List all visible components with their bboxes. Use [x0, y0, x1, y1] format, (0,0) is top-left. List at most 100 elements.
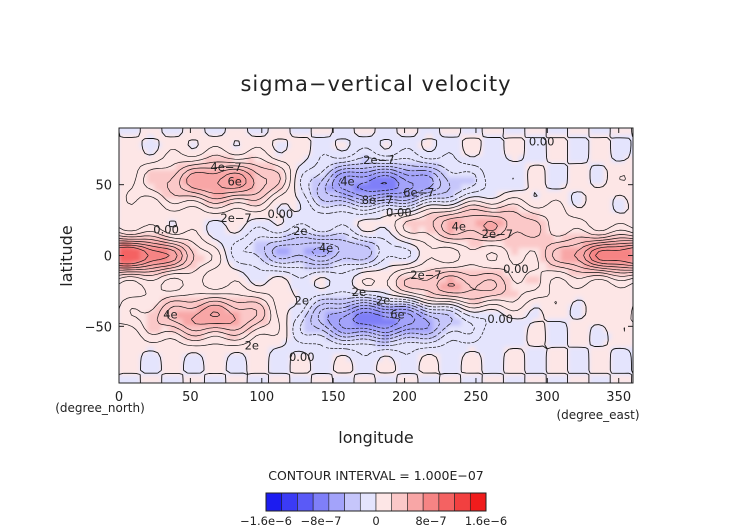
- field-cell: [361, 262, 370, 271]
- field-cell: [182, 162, 191, 171]
- field-cell: [254, 304, 263, 313]
- field-cell: [139, 198, 149, 207]
- field-cell: [325, 375, 334, 383]
- field-cell: [432, 368, 441, 377]
- field-cell: [454, 240, 463, 249]
- field-cell: [368, 177, 377, 186]
- field-cell: [139, 325, 149, 334]
- field-cell: [318, 184, 327, 193]
- field-cell: [189, 311, 199, 320]
- field-cell: [268, 184, 277, 193]
- field-cell: [225, 162, 234, 171]
- field-cell: [382, 219, 391, 228]
- field-cell: [218, 297, 227, 306]
- field-cell: [532, 347, 541, 356]
- field-cell: [225, 128, 234, 136]
- field-cell: [489, 240, 498, 249]
- field-cell: [482, 134, 491, 143]
- field-cell: [339, 255, 348, 264]
- field-cell: [346, 354, 356, 363]
- field-cell: [489, 134, 498, 143]
- field-cell: [318, 205, 327, 214]
- field-cell: [396, 283, 406, 292]
- field-cell: [346, 347, 356, 356]
- field-cell: [119, 318, 127, 327]
- field-cell: [625, 354, 633, 363]
- field-cell: [318, 162, 327, 171]
- field-cell: [339, 304, 348, 313]
- field-cell: [411, 368, 420, 377]
- field-cell: [268, 318, 277, 327]
- field-cell: [446, 354, 456, 363]
- field-cell: [132, 134, 141, 143]
- field-cell: [375, 191, 384, 200]
- field-cell: [254, 141, 263, 150]
- field-cell: [439, 219, 448, 228]
- field-cell: [489, 304, 498, 313]
- field-cell: [461, 191, 470, 200]
- field-cell: [482, 290, 491, 299]
- field-cell: [346, 325, 356, 334]
- field-cell: [375, 297, 384, 306]
- field-cell: [204, 212, 213, 221]
- contour-label: 2e: [352, 285, 366, 299]
- field-cell: [175, 128, 184, 136]
- field-cell: [475, 290, 484, 299]
- field-cell: [139, 276, 149, 285]
- field-cell: [154, 332, 163, 341]
- field-cell: [411, 276, 420, 285]
- field-cell: [482, 219, 491, 228]
- field-cell: [354, 128, 363, 136]
- field-cell: [189, 247, 199, 256]
- field-cell: [275, 325, 284, 334]
- field-cell: [218, 368, 227, 377]
- field-cell: [125, 332, 134, 341]
- field-cell: [511, 340, 520, 349]
- field-cell: [296, 276, 306, 285]
- contour-line-negative: [242, 156, 478, 346]
- field-cell: [396, 347, 406, 356]
- field-cell: [318, 347, 327, 356]
- field-cell: [625, 184, 633, 193]
- field-cell: [247, 141, 256, 150]
- field-cell: [154, 219, 163, 228]
- field-cell: [339, 148, 348, 157]
- field-cell: [589, 191, 598, 200]
- field-cell: [275, 212, 284, 221]
- field-cell: [425, 226, 434, 235]
- field-cell: [175, 141, 184, 150]
- field-cell: [482, 205, 491, 214]
- field-cell: [154, 240, 163, 249]
- field-cell: [525, 276, 534, 285]
- field-cell: [368, 233, 377, 242]
- field-cell: [625, 219, 633, 228]
- field-cell: [119, 226, 127, 235]
- field-cell: [396, 155, 406, 164]
- field-cell: [304, 219, 313, 228]
- field-cell: [418, 184, 427, 193]
- field-cell: [596, 332, 605, 341]
- field-cell: [132, 177, 141, 186]
- field-cell: [211, 219, 220, 228]
- field-cell: [546, 290, 555, 299]
- field-cell: [511, 347, 520, 356]
- field-cell: [454, 212, 463, 221]
- field-cell: [197, 191, 206, 200]
- field-cell: [275, 354, 284, 363]
- field-cell: [354, 361, 363, 370]
- field-cell: [161, 311, 170, 320]
- field-cell: [611, 340, 620, 349]
- field-cell: [518, 255, 527, 264]
- field-cell: [339, 375, 348, 383]
- field-cell: [239, 170, 248, 179]
- field-cell: [168, 318, 177, 327]
- field-cell: [568, 141, 577, 150]
- field-cell: [482, 325, 491, 334]
- field-cell: [511, 198, 520, 207]
- field-cell: [618, 325, 627, 334]
- field-cell: [603, 191, 613, 200]
- field-cell: [582, 205, 591, 214]
- field-cell: [511, 247, 520, 256]
- field-cell: [496, 205, 505, 214]
- field-cell: [439, 191, 448, 200]
